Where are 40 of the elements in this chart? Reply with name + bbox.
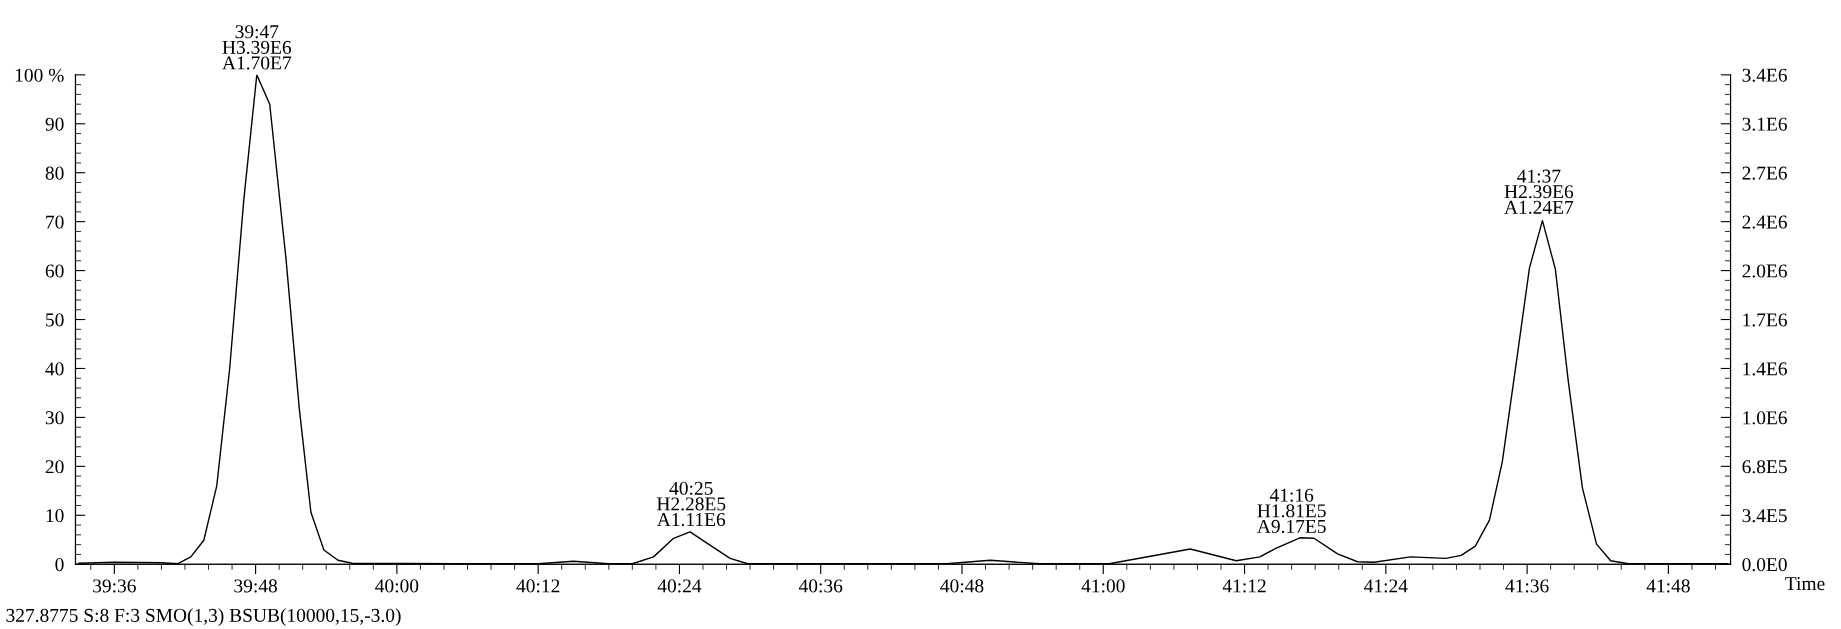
x-axis-title: Time	[1785, 577, 1825, 591]
y-tick-label: 10	[46, 509, 64, 523]
annotation: 40:25 H2.28E5 A1.11E6	[656, 481, 726, 527]
x-tick-label: 40:24	[657, 579, 702, 593]
y-tick-label: 20	[45, 460, 64, 474]
y2-tick-label: 0.0E0	[1742, 558, 1787, 572]
x-tick-label: 41:24	[1364, 579, 1408, 593]
y-tick-label: 30	[45, 411, 64, 425]
x-tick-label: 41:48	[1646, 579, 1690, 593]
y2-tick-label: 2.7E6	[1742, 166, 1787, 180]
y-tick-label: 90	[45, 117, 64, 131]
y2-tick-label: 3.1E6	[1742, 117, 1787, 131]
y-tick-label: 40	[45, 362, 64, 376]
text: 327.8775 S:8 F:3 SMO(1,3) BSUB(10000,15,-3.0)	[6, 608, 401, 626]
x-tick-label: 39:36	[93, 579, 136, 593]
annotation: 41:37 H2.39E6 A1.24E7	[1504, 169, 1574, 214]
y2-tick-label: 1.4E6	[1743, 362, 1787, 376]
y-tick-label: 80	[45, 166, 64, 180]
y2-tick-label: 1.0E6	[1743, 411, 1787, 425]
annotation: 41:16 H1.81E5 A9.17E5	[1257, 488, 1326, 534]
y-tick-label: 60	[45, 264, 64, 278]
y-tick-label: 0	[55, 558, 64, 572]
y-tick-label: 70	[46, 215, 64, 229]
x-tick-label: 41:36	[1505, 579, 1549, 593]
annotation: 39:47 H3.39E6 A1.70E7	[222, 25, 292, 70]
x-tick-label: 40:12	[516, 579, 560, 593]
y2-tick-label: 1.7E6	[1743, 313, 1787, 327]
x-tick-label: 40:36	[798, 579, 843, 593]
y2-tick-label: 3.4E5	[1742, 509, 1787, 523]
y2-tick-label: 3.4E6	[1742, 68, 1787, 82]
x-tick-label: 40:48	[940, 579, 984, 593]
x-tick-label: 41:12	[1222, 579, 1266, 593]
y2-tick-label: 6.8E5	[1742, 460, 1787, 474]
x-tick-label: 41:00	[1081, 579, 1125, 593]
y-tick-label: 50	[46, 313, 64, 327]
y2-tick-label: 2.0E6	[1742, 264, 1787, 278]
x-tick-label: 40:00	[375, 579, 419, 593]
x-tick-label: 39:48	[234, 579, 278, 593]
y2-tick-label: 2.4E6	[1742, 215, 1787, 229]
y-tick-label: 100 %	[15, 68, 64, 82]
